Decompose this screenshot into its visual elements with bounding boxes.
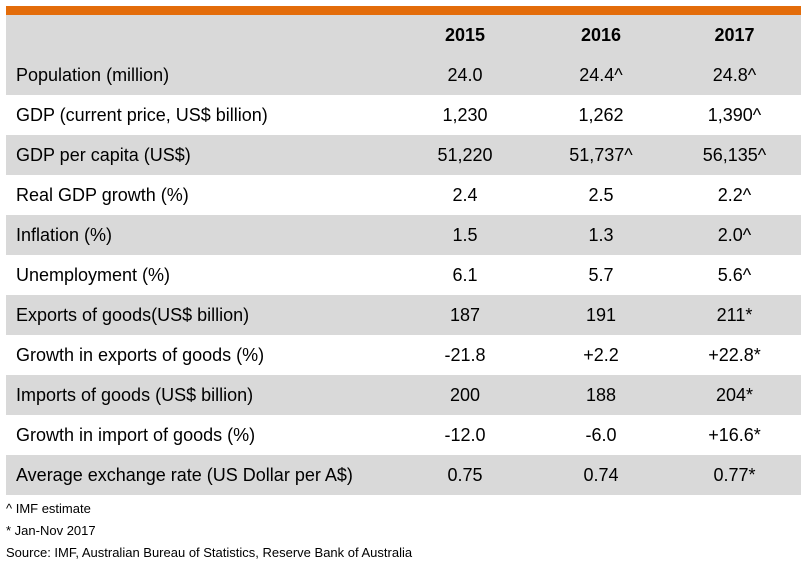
footnote-imf-estimate: ^ IMF estimate	[6, 501, 91, 516]
row-label: Inflation (%)	[6, 215, 396, 255]
row-label: Growth in import of goods (%)	[6, 415, 396, 455]
footnotes: ^ IMF estimate * Jan-Nov 2017 Source: IM…	[6, 498, 412, 564]
table-cell: 1,262	[534, 95, 668, 135]
table-cell: 188	[534, 375, 668, 415]
row-label: GDP (current price, US$ billion)	[6, 95, 396, 135]
table-cell: 187	[396, 295, 534, 335]
row-label: Growth in exports of goods (%)	[6, 335, 396, 375]
table-cell: 0.77*	[668, 455, 801, 495]
row-label: Real GDP growth (%)	[6, 175, 396, 215]
table-cell: -12.0	[396, 415, 534, 455]
table-cell: 211*	[668, 295, 801, 335]
table-cell: 5.7	[534, 255, 668, 295]
table-cell: 2.2^	[668, 175, 801, 215]
table-cell: -6.0	[534, 415, 668, 455]
table-cell: 2.0^	[668, 215, 801, 255]
top-accent-bar	[6, 6, 801, 15]
table-cell: 191	[534, 295, 668, 335]
row-label: Exports of goods(US$ billion)	[6, 295, 396, 335]
table-cell: 56,135^	[668, 135, 801, 175]
table-cell: 200	[396, 375, 534, 415]
table-cell: 0.74	[534, 455, 668, 495]
table-cell: 24.4^	[534, 55, 668, 95]
header-cell-indicator	[6, 15, 396, 55]
table-cell: 1.5	[396, 215, 534, 255]
table-row: GDP (current price, US$ billion) 1,230 1,2…	[6, 95, 801, 135]
row-label: Unemployment (%)	[6, 255, 396, 295]
header-row: 2015 2016 2017	[6, 15, 801, 55]
table-cell: +16.6*	[668, 415, 801, 455]
economic-indicators-table: 2015 2016 2017 Population (million) 24.0 2…	[6, 15, 801, 495]
header-cell-2015: 2015	[396, 15, 534, 55]
table-cell: 24.0	[396, 55, 534, 95]
table-row: Growth in exports of goods (%) -21.8 +2.2 +…	[6, 335, 801, 375]
table-row: Growth in import of goods (%) -12.0 -6.0 +1…	[6, 415, 801, 455]
table-row: Exports of goods(US$ billion) 187 191 211*	[6, 295, 801, 335]
table-cell: 2.4	[396, 175, 534, 215]
table-row: Real GDP growth (%) 2.4 2.5 2.2^	[6, 175, 801, 215]
footnote-source: Source: IMF, Australian Bureau of Statis…	[6, 545, 413, 560]
table-cell: +2.2	[534, 335, 668, 375]
table-cell: 1.3	[534, 215, 668, 255]
table-cell: 24.8^	[668, 55, 801, 95]
table-cell: -21.8	[396, 335, 534, 375]
table-cell: 1,230	[396, 95, 534, 135]
table-row: Average exchange rate (US Dollar per A$)…	[6, 455, 801, 495]
table-cell: 0.75	[396, 455, 534, 495]
table-row: Imports of goods (US$ billion) 200 188 204*	[6, 375, 801, 415]
table-cell: 5.6^	[668, 255, 801, 295]
table-cell: +22.8*	[668, 335, 801, 375]
table-row: Population (million) 24.0 24.4^ 24.8^	[6, 55, 801, 95]
footnote-jan-nov: * Jan-Nov 2017	[6, 523, 96, 538]
table-cell: 2.5	[534, 175, 668, 215]
table-row: Unemployment (%) 6.1 5.7 5.6^	[6, 255, 801, 295]
row-label: Imports of goods (US$ billion)	[6, 375, 396, 415]
row-label: GDP per capita (US$)	[6, 135, 396, 175]
table-row: Inflation (%) 1.5 1.3 2.0^	[6, 215, 801, 255]
row-label: Average exchange rate (US Dollar per A$)	[6, 455, 396, 495]
table-cell: 6.1	[396, 255, 534, 295]
table-cell: 1,390^	[668, 95, 801, 135]
header-cell-2016: 2016	[534, 15, 668, 55]
row-label: Population (million)	[6, 55, 396, 95]
header-cell-2017: 2017	[668, 15, 801, 55]
table-row: GDP per capita (US$) 51,220 51,737^ 56,135^	[6, 135, 801, 175]
table-cell: 51,220	[396, 135, 534, 175]
table-cell: 204*	[668, 375, 801, 415]
table-cell: 51,737^	[534, 135, 668, 175]
